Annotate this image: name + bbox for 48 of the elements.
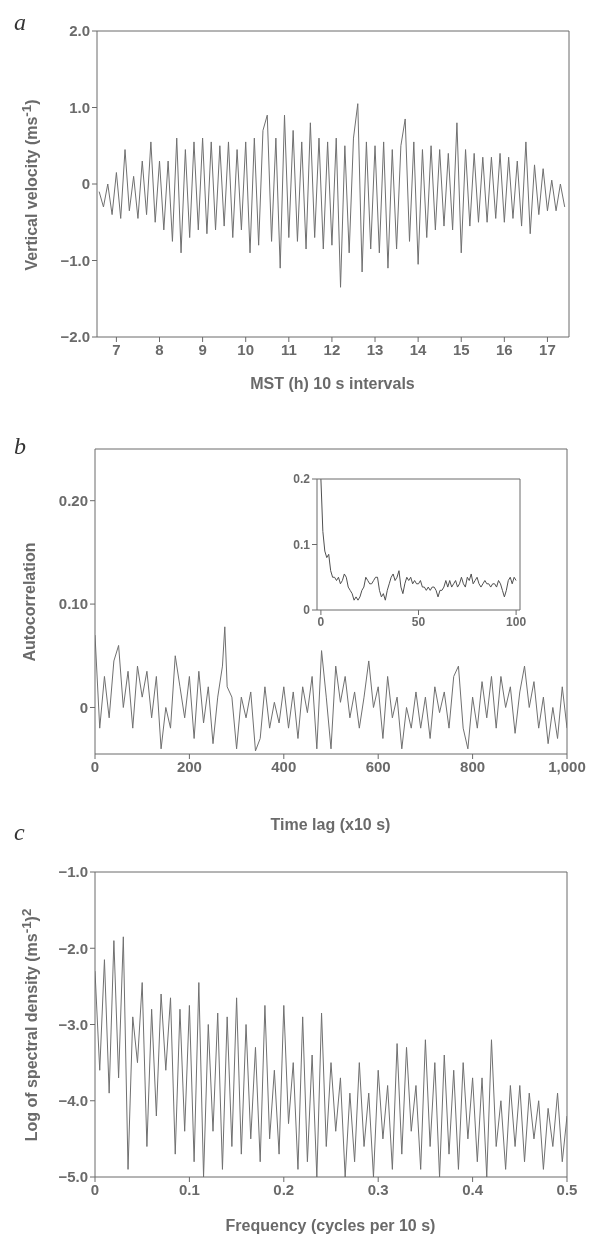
y-tick-label: 0.20 [58, 492, 88, 510]
y-tick-label: 0.2 [293, 472, 311, 487]
x-tick-label: 0.4 [462, 1180, 484, 1198]
x-axis-title: MST (h) 10 s intervals [250, 375, 415, 393]
y-tick-label: 0 [81, 175, 90, 193]
y-tick-label: −1.0 [60, 251, 90, 269]
x-tick-label: 16 [496, 340, 513, 358]
x-tick-label: 600 [365, 757, 391, 775]
x-tick-label: 15 [452, 340, 470, 358]
x-tick-label: 0.5 [556, 1180, 578, 1198]
y-tick-label: −1.0 [58, 863, 88, 881]
x-tick-label: 0.2 [273, 1180, 295, 1198]
y-tick-label: 0 [79, 698, 88, 716]
y-tick-label: 1.0 [69, 98, 90, 116]
x-tick-label: 0 [317, 614, 325, 629]
x-tick-label: 0.1 [178, 1180, 200, 1198]
x-tick-label: 50 [411, 614, 426, 629]
y-axis-title: Autocorrelation [21, 542, 39, 662]
x-tick-label: 9 [198, 340, 207, 358]
chart-title: c [14, 818, 25, 846]
chart-title: a [14, 8, 26, 36]
y-tick-label: −3.0 [58, 1015, 88, 1033]
x-tick-label: 7 [112, 340, 121, 358]
y-tick-label: −4.0 [58, 1092, 88, 1110]
x-tick-label: 0.3 [367, 1180, 389, 1198]
y-tick-label: 0.1 [293, 537, 311, 552]
y-tick-label: 2.0 [69, 22, 90, 40]
x-tick-label: 8 [155, 340, 164, 358]
x-tick-label: 12 [323, 340, 341, 358]
y-tick-label: −5.0 [58, 1168, 88, 1186]
y-tick-label: −2.0 [60, 328, 90, 346]
x-tick-label: 17 [539, 340, 556, 358]
x-tick-label: 1,000 [548, 757, 586, 775]
y-tick-label: 0.10 [58, 595, 88, 613]
x-tick-label: 400 [271, 757, 297, 775]
x-tick-label: 800 [460, 757, 486, 775]
x-tick-label: 100 [506, 614, 527, 629]
x-tick-label: 200 [176, 757, 202, 775]
x-tick-label: 14 [409, 340, 428, 358]
y-tick-label: 0 [303, 603, 311, 618]
x-axis-title: Frequency (cycles per 10 s) [225, 1217, 436, 1235]
x-axis-title: Time lag (x10 s) [270, 816, 391, 834]
x-tick-label: 13 [366, 340, 384, 358]
chart-title: b [14, 432, 26, 460]
y-tick-label: −2.0 [58, 939, 88, 957]
x-tick-label: 10 [237, 340, 255, 358]
x-tick-label: 11 [280, 340, 297, 358]
line-series [320, 479, 517, 601]
